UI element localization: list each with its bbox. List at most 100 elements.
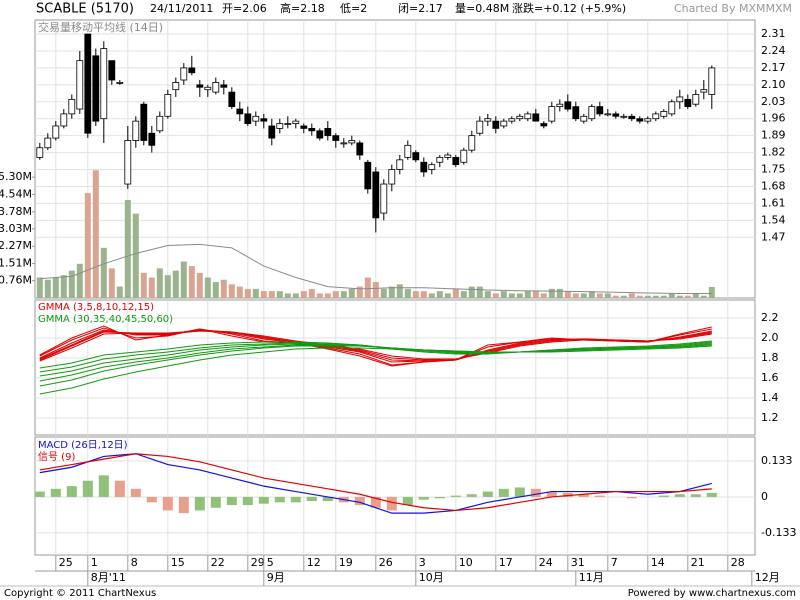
candle-body	[508, 118, 516, 122]
candle-body	[300, 125, 308, 129]
histogram-bar	[658, 495, 669, 497]
y-tick-label: 2.2	[761, 311, 779, 324]
y-tick-label: 2.24	[761, 44, 786, 57]
volume-bar	[436, 291, 443, 298]
volume-bar	[452, 288, 459, 298]
volume-bar	[404, 288, 411, 298]
candle-body	[236, 108, 244, 115]
volume-bar	[260, 291, 267, 298]
date: 24/11/2011	[150, 2, 213, 15]
volume-bar	[356, 286, 363, 298]
histogram-bar	[434, 496, 445, 499]
histogram-bar	[578, 494, 589, 497]
x-tick-label: 8	[131, 556, 138, 569]
volume-tick-label: 4.54M	[0, 187, 32, 200]
y-tick-label: 2.31	[761, 27, 786, 40]
y-tick-label: 1.75	[761, 163, 786, 176]
x-tick-label: 1	[91, 556, 98, 569]
candle-body	[148, 132, 156, 146]
histogram-bar	[418, 496, 429, 500]
volume-bar	[516, 293, 523, 298]
candle-body	[340, 142, 348, 145]
volume-bar	[692, 293, 699, 298]
y-tick-label: 1.47	[761, 230, 786, 243]
volume-bar	[52, 277, 59, 298]
histogram-bar	[258, 496, 269, 504]
volume-bar	[644, 295, 651, 298]
candle-body	[324, 127, 332, 137]
candle-body	[124, 140, 132, 185]
volume-bar	[204, 277, 211, 298]
candle-body	[92, 55, 100, 122]
volume-tick-label: 3.03M	[0, 222, 32, 235]
volume-bar	[220, 279, 227, 298]
candle-body	[220, 84, 228, 88]
y-tick-label: 1.96	[761, 112, 786, 125]
volume-bar	[212, 282, 219, 298]
volume-bar	[276, 291, 283, 298]
candle-body	[84, 33, 92, 134]
candle-body	[612, 113, 620, 117]
candle-body	[188, 67, 196, 74]
copyright: Copyright © 2011 ChartNexus	[4, 588, 156, 599]
candle-body	[708, 67, 716, 95]
candle-body	[316, 130, 324, 139]
volume-ma-line	[39, 243, 712, 294]
volume-bar	[316, 293, 323, 298]
histogram-bar	[594, 495, 605, 497]
volume-bar	[388, 286, 395, 298]
volume-bar	[468, 286, 475, 298]
histogram-bar	[402, 496, 413, 506]
y-tick-label: 1.61	[761, 196, 786, 209]
x-tick-label: 22	[211, 556, 225, 569]
candle-body	[332, 135, 340, 141]
y-tick-label: 1.4	[761, 391, 779, 404]
volume-bar	[68, 270, 75, 298]
histogram-bar	[514, 487, 525, 497]
histogram-bar	[482, 491, 493, 497]
candle-body	[692, 94, 700, 105]
candle-body	[172, 82, 180, 91]
month-label: 11月	[579, 571, 604, 584]
volume-bar	[556, 288, 563, 298]
candle-body	[564, 101, 572, 110]
candle-body	[164, 94, 172, 117]
volume-bar	[484, 291, 491, 298]
powered-by: Powered by www.chartnexus.com	[628, 588, 796, 599]
y-tick-label: 0.133	[761, 454, 793, 467]
volume-bar	[36, 277, 43, 298]
candle-body	[468, 135, 476, 151]
candle-body	[292, 120, 300, 124]
volume-bar	[340, 291, 347, 298]
candle-body	[268, 125, 276, 139]
volume-bar	[140, 272, 147, 298]
candle-body	[348, 140, 356, 144]
candle-body	[548, 106, 556, 122]
volume-bar	[164, 275, 171, 298]
volume-bar	[596, 293, 603, 298]
histogram-bar	[66, 486, 77, 497]
volume-bar	[580, 293, 587, 298]
histogram-bar	[674, 494, 685, 497]
histogram-bar	[290, 496, 301, 503]
candle-body	[204, 86, 212, 91]
candle-body	[228, 91, 236, 108]
candle-body	[452, 157, 460, 166]
volume-bar	[700, 295, 707, 298]
volume-bar	[292, 293, 299, 298]
candle-body	[308, 127, 316, 132]
volume-bar	[444, 293, 451, 298]
candle-body	[700, 89, 708, 93]
volume-tick-label: 5.30M	[0, 170, 32, 183]
volume-bar	[396, 284, 403, 298]
histogram-bar	[146, 496, 157, 503]
volume: 量=0.48M	[455, 2, 509, 15]
volume-tick-label: 2.27M	[0, 239, 32, 252]
candle-body	[156, 115, 164, 132]
volume-bar	[236, 286, 243, 298]
candle-body	[428, 164, 436, 170]
candle-body	[572, 106, 580, 120]
histogram-bar	[242, 496, 253, 506]
x-tick-label: 3	[419, 556, 426, 569]
